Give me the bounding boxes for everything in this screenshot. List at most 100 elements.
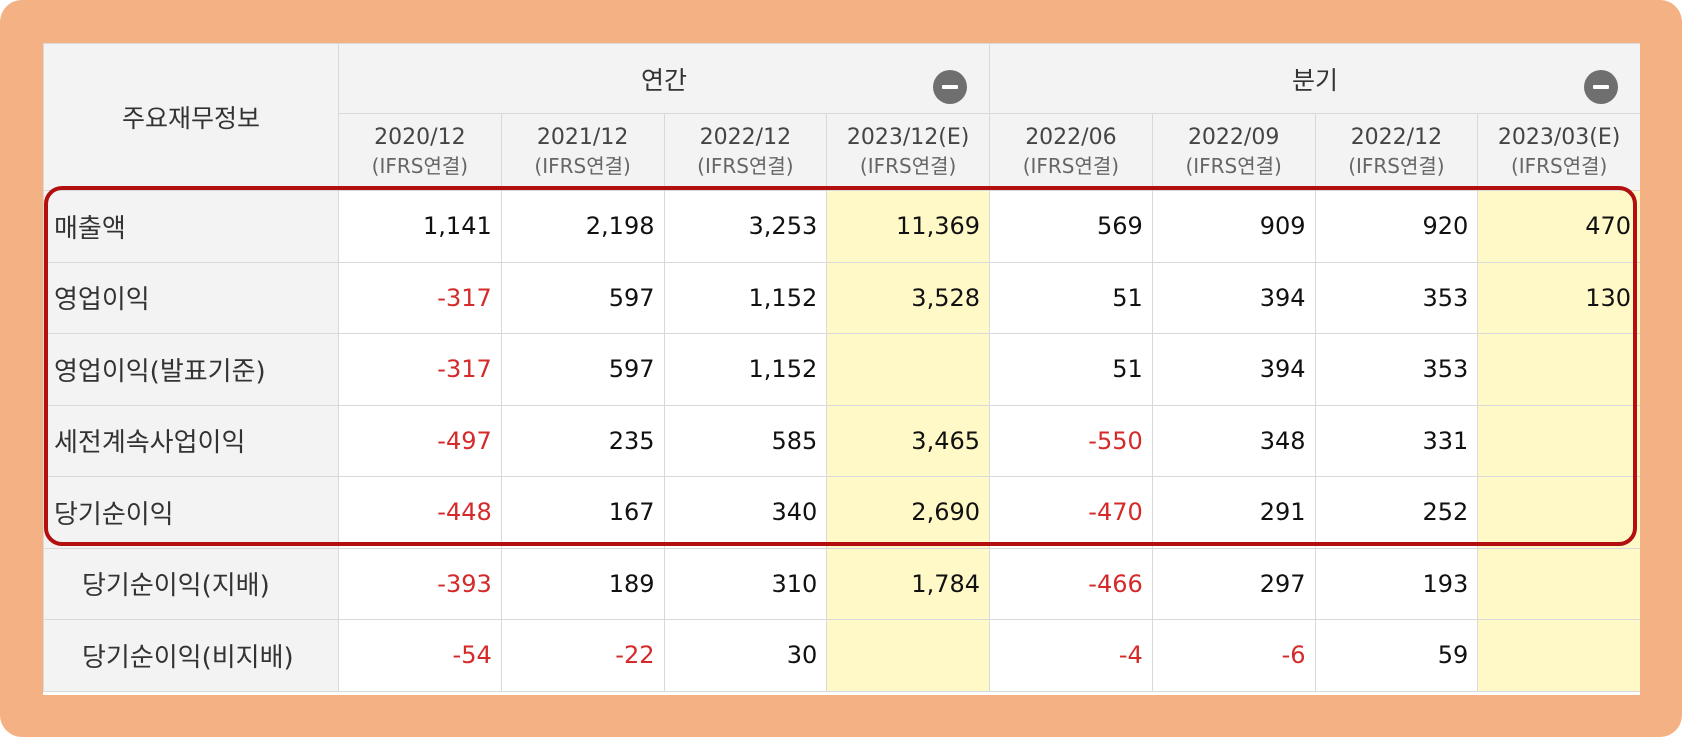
- table-cell: -6: [1151, 619, 1316, 692]
- period-date: 2022/09: [1187, 125, 1280, 150]
- table-cell: [1477, 476, 1640, 549]
- table-cell: -466: [989, 547, 1153, 620]
- table-cell: [826, 619, 991, 692]
- table-cell: 3,253: [663, 190, 828, 263]
- table-cell: -22: [500, 619, 665, 692]
- table-cell: 11,369: [826, 190, 991, 263]
- table-cell: 291: [1151, 476, 1316, 549]
- period-header: 2023/12(E) (IFRS연결): [826, 113, 991, 191]
- table-cell: 130: [1477, 261, 1640, 334]
- group-label-annual: 연간: [641, 65, 688, 95]
- period-date: 2022/12: [1350, 125, 1443, 150]
- table-cell: 1,784: [826, 547, 991, 620]
- table-cell: [1477, 333, 1640, 406]
- table-cell: 348: [1151, 404, 1316, 477]
- row-label: 영업이익(발표기준): [43, 333, 339, 406]
- financial-table-container: 주요재무정보 연간 분기 2020/12 (IFRS연결) 2021/12 (IFRS…: [43, 43, 1640, 695]
- group-header-annual: 연간: [337, 43, 991, 114]
- table-cell: [1477, 619, 1640, 692]
- row-label: 세전계속사업이익: [43, 404, 339, 477]
- table-cell: 3,528: [826, 261, 991, 334]
- table-cell: [826, 333, 991, 406]
- table-cell: 59: [1314, 619, 1479, 692]
- table-cell: -393: [338, 547, 502, 620]
- table-cell: 470: [1477, 190, 1640, 263]
- period-basis: (IFRS연결): [697, 154, 794, 178]
- minus-circle-icon[interactable]: [933, 70, 968, 104]
- table-cell: [1477, 547, 1640, 620]
- table-cell: 331: [1314, 404, 1479, 477]
- table-cell: 353: [1314, 333, 1479, 406]
- period-basis: (IFRS연결): [1510, 154, 1608, 178]
- table-cell: 1,152: [663, 333, 828, 406]
- table-cell: 909: [1151, 190, 1316, 263]
- table-row: 세전계속사업이익 -497 235 585 3,465 -550 348 331: [43, 404, 1640, 477]
- period-header: 2021/12 (IFRS연결): [500, 113, 665, 191]
- period-date: 2023/12(E): [846, 125, 970, 150]
- period-basis: (IFRS연결): [1022, 154, 1120, 178]
- period-basis: (IFRS연결): [1185, 154, 1282, 178]
- table-cell: -550: [989, 404, 1153, 477]
- table-cell: 2,198: [500, 190, 665, 263]
- table-cell: -4: [989, 619, 1153, 692]
- table-cell: 30: [663, 619, 828, 692]
- period-header: 2022/12 (IFRS연결): [663, 113, 828, 191]
- table-cell: 920: [1314, 190, 1479, 263]
- table-cell: 1,152: [663, 261, 828, 334]
- table-cell: -448: [338, 476, 502, 549]
- period-header: 2022/09 (IFRS연결): [1151, 113, 1316, 191]
- row-label: 당기순이익(비지배): [43, 619, 339, 692]
- table-cell: 310: [663, 547, 828, 620]
- table-cell: -54: [338, 619, 502, 692]
- table-cell: 394: [1151, 333, 1316, 406]
- table-cell: 569: [989, 190, 1153, 263]
- group-header-quarterly: 분기: [989, 43, 1640, 114]
- table-cell: 252: [1314, 476, 1479, 549]
- table-row: 당기순이익(지배) -393 189 310 1,784 -466 297 193: [43, 547, 1640, 620]
- table-cell: 394: [1151, 261, 1316, 334]
- period-basis: (IFRS연결): [371, 154, 469, 178]
- table-cell: 3,465: [826, 404, 991, 477]
- table-cell: -317: [338, 333, 502, 406]
- table-row: 영업이익 -317 597 1,152 3,528 51 394 353 130: [43, 261, 1640, 334]
- table-cell: 189: [500, 547, 665, 620]
- table-cell: -470: [989, 476, 1153, 549]
- period-header: 2020/12 (IFRS연결): [338, 113, 502, 191]
- row-label: 당기순이익(지배): [43, 547, 339, 620]
- period-basis: (IFRS연결): [1348, 154, 1445, 178]
- period-date: 2023/03(E): [1497, 125, 1621, 150]
- financial-summary-table: 주요재무정보 연간 분기 2020/12 (IFRS연결) 2021/12 (IFRS…: [43, 43, 1640, 692]
- row-label: 매출액: [43, 190, 339, 263]
- period-date: 2021/12: [536, 125, 629, 150]
- row-label: 영업이익: [43, 261, 339, 334]
- row-label: 당기순이익: [43, 476, 339, 549]
- table-cell: 167: [500, 476, 665, 549]
- table-cell: -317: [338, 261, 502, 334]
- table-row: 매출액 1,141 2,198 3,253 11,369 569 909 920 470: [43, 190, 1640, 263]
- corner-header: 주요재무정보: [43, 43, 339, 191]
- table-cell: 585: [663, 404, 828, 477]
- period-date: 2022/06: [1025, 125, 1117, 150]
- table-cell: 597: [500, 261, 665, 334]
- table-cell: 193: [1314, 547, 1479, 620]
- table-cell: 597: [500, 333, 665, 406]
- table-cell: 297: [1151, 547, 1316, 620]
- period-basis: (IFRS연결): [859, 154, 957, 178]
- period-date: 2020/12: [374, 125, 466, 150]
- group-label-quarterly: 분기: [1292, 65, 1339, 95]
- period-header: 2022/12 (IFRS연결): [1314, 113, 1479, 191]
- table-cell: 51: [989, 333, 1153, 406]
- table-cell: 1,141: [338, 190, 502, 263]
- minus-circle-icon[interactable]: [1584, 70, 1619, 104]
- period-header: 2023/03(E) (IFRS연결): [1477, 113, 1640, 191]
- period-header: 2022/06 (IFRS연결): [989, 113, 1153, 191]
- table-row: 당기순이익(비지배) -54 -22 30 -4 -6 59: [43, 619, 1640, 692]
- table-cell: 2,690: [826, 476, 991, 549]
- period-date: 2022/12: [699, 125, 792, 150]
- table-row: 영업이익(발표기준) -317 597 1,152 51 394 353: [43, 333, 1640, 406]
- table-cell: 340: [663, 476, 828, 549]
- table-row: 당기순이익 -448 167 340 2,690 -470 291 252: [43, 476, 1640, 549]
- table-cell: 235: [500, 404, 665, 477]
- table-cell: 51: [989, 261, 1153, 334]
- table-cell: -497: [338, 404, 502, 477]
